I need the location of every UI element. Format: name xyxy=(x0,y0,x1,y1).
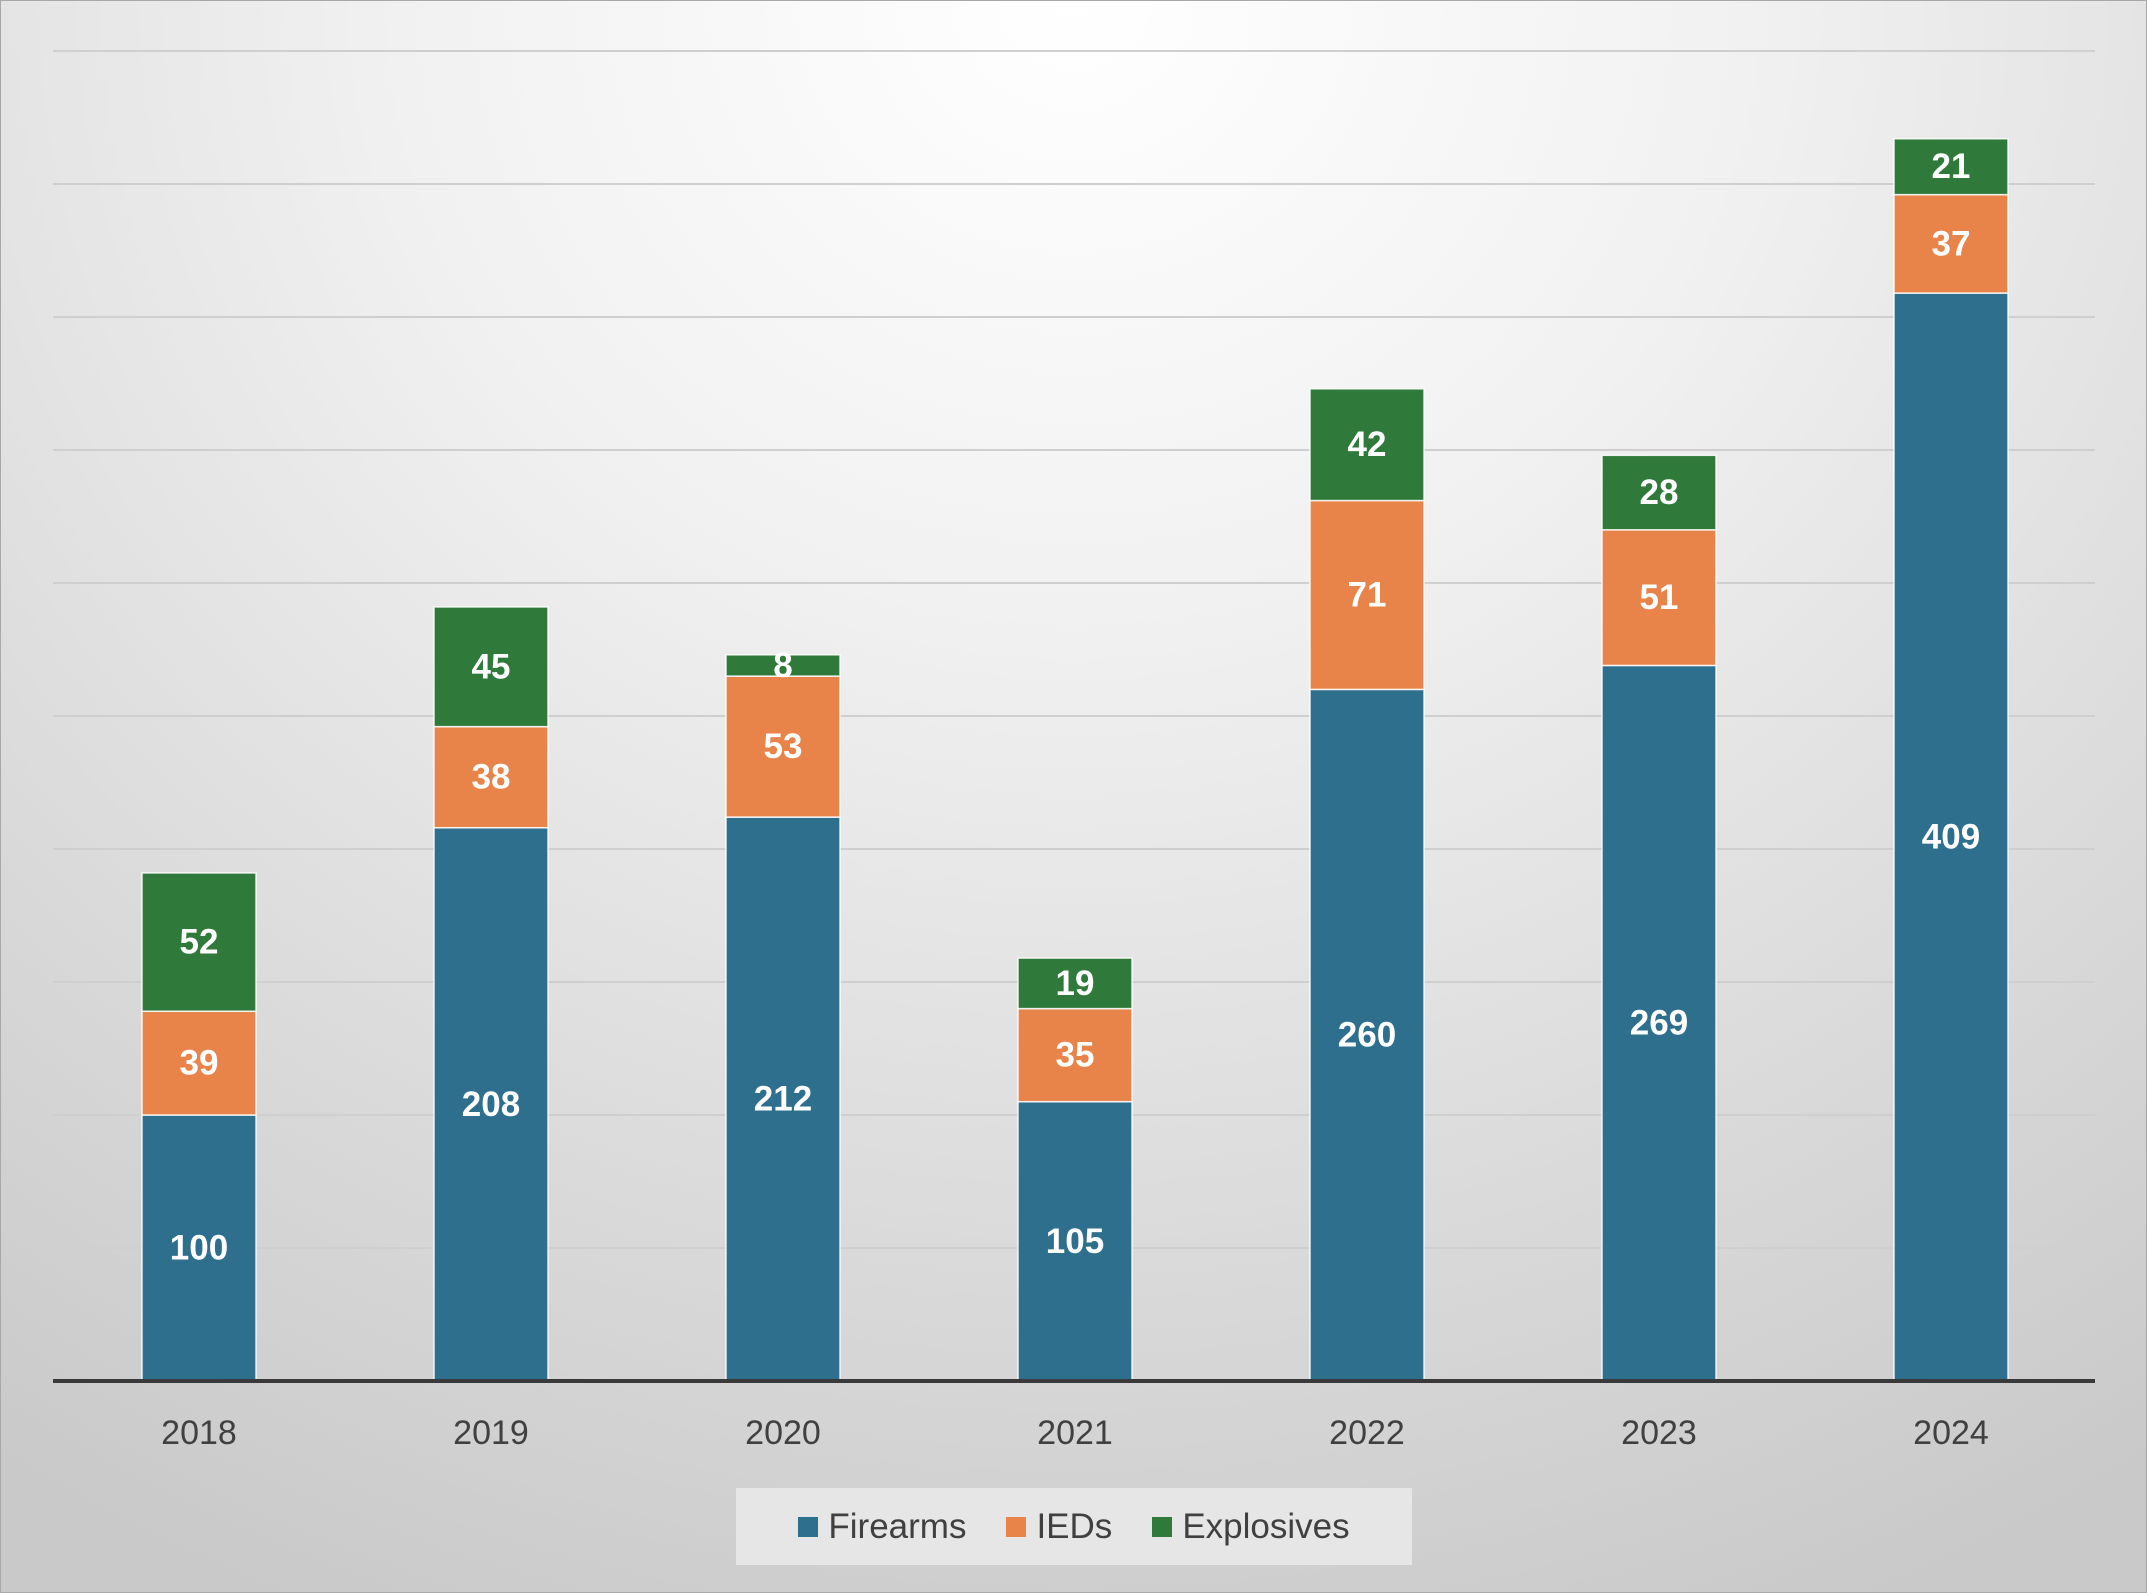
data-label-explosives-2022: 42 xyxy=(1348,425,1387,464)
x-tick-label-2023: 2023 xyxy=(1621,1414,1697,1452)
bar-ieds-2018 xyxy=(141,1010,257,1116)
x-axis-tick-labels: 2018 2019 2020 2021 2022 2023 2024 xyxy=(161,1414,1989,1452)
bar-explosives-2020 xyxy=(725,654,841,677)
data-label-firearms-2022: 260 xyxy=(1338,1016,1396,1055)
legend: Firearms IEDs Explosives xyxy=(736,1488,1412,1565)
x-tick-label-2018: 2018 xyxy=(161,1414,237,1452)
bar-ieds-2021 xyxy=(1017,1007,1133,1103)
legend-label-firearms: Firearms xyxy=(828,1506,967,1546)
data-label-explosives-2024: 21 xyxy=(1932,147,1971,186)
bar-ieds-2023 xyxy=(1601,529,1717,667)
x-tick-label-2021: 2021 xyxy=(1037,1414,1113,1452)
data-label-ieds-2022: 71 xyxy=(1348,575,1387,614)
bar-firearms-2024 xyxy=(1893,292,2009,1382)
data-label-explosives-2018: 52 xyxy=(180,923,219,962)
legend-item-explosives: Explosives xyxy=(1152,1506,1350,1547)
legend-swatch-explosives xyxy=(1152,1516,1173,1537)
bar-explosives-2024 xyxy=(1893,138,2009,196)
bar-firearms-2020 xyxy=(725,816,841,1382)
data-label-ieds-2023: 51 xyxy=(1640,578,1679,617)
bars xyxy=(141,138,2009,1382)
bar-firearms-2019 xyxy=(433,826,549,1382)
data-label-explosives-2021: 19 xyxy=(1056,964,1095,1003)
x-tick-label-2020: 2020 xyxy=(745,1414,821,1452)
x-tick-label-2024: 2024 xyxy=(1913,1414,1989,1452)
bar-explosives-2018 xyxy=(141,872,257,1013)
data-label-firearms-2020: 212 xyxy=(754,1080,812,1119)
data-label-ieds-2024: 37 xyxy=(1932,224,1971,263)
data-label-explosives-2023: 28 xyxy=(1640,473,1679,512)
bar-ieds-2020 xyxy=(725,675,841,818)
data-label-firearms-2024: 409 xyxy=(1922,818,1980,857)
data-label-ieds-2019: 38 xyxy=(472,758,511,797)
legend-swatch-ieds xyxy=(1006,1516,1027,1537)
data-label-ieds-2018: 39 xyxy=(180,1044,219,1083)
bar-explosives-2023 xyxy=(1601,454,1717,531)
data-label-explosives-2020: 8 xyxy=(773,646,792,685)
bar-ieds-2022 xyxy=(1309,499,1425,691)
bar-firearms-2022 xyxy=(1309,688,1425,1382)
data-labels: 100 39 52 208 38 45 212 53 8 105 35 19 260 71 42 269 51 2… xyxy=(170,147,1980,1267)
legend-swatch-firearms xyxy=(798,1516,819,1537)
x-tick-label-2019: 2019 xyxy=(453,1414,529,1452)
legend-label-explosives: Explosives xyxy=(1182,1506,1350,1546)
bar-explosives-2019 xyxy=(433,606,549,728)
bar-ieds-2019 xyxy=(433,725,549,829)
legend-item-ieds: IEDs xyxy=(1006,1507,1112,1547)
x-tick-label-2022: 2022 xyxy=(1329,1414,1405,1452)
data-label-ieds-2020: 53 xyxy=(764,727,803,766)
bar-explosives-2022 xyxy=(1309,388,1425,502)
bar-explosives-2021 xyxy=(1017,957,1133,1010)
legend-label-ieds: IEDs xyxy=(1036,1506,1113,1546)
data-label-firearms-2019: 208 xyxy=(462,1085,520,1124)
gridlines xyxy=(53,50,2095,1249)
data-label-firearms-2023: 269 xyxy=(1630,1004,1688,1043)
data-label-explosives-2019: 45 xyxy=(472,647,511,686)
bar-firearms-2023 xyxy=(1601,664,1717,1382)
legend-item-firearms: Firearms xyxy=(798,1507,966,1547)
data-label-firearms-2021: 105 xyxy=(1046,1222,1104,1261)
data-label-ieds-2021: 35 xyxy=(1056,1036,1095,1075)
data-label-firearms-2018: 100 xyxy=(170,1229,228,1268)
bar-firearms-2021 xyxy=(1017,1100,1133,1382)
